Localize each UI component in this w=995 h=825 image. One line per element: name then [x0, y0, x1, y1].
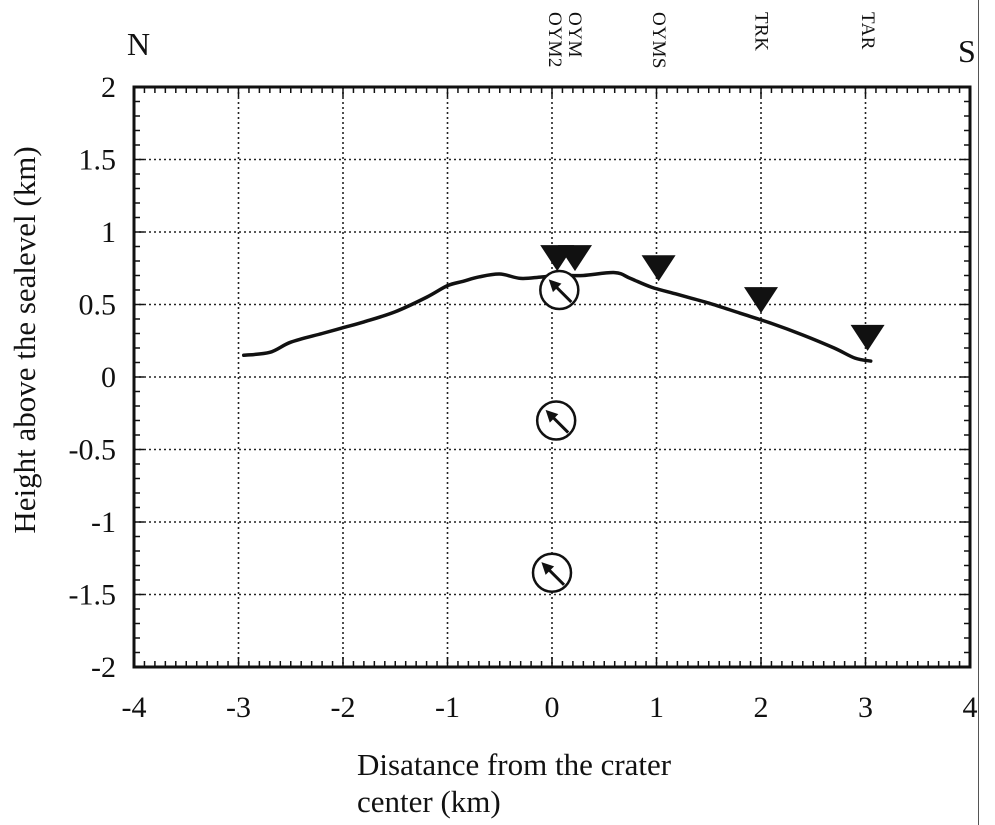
direction-north-label: N [127, 26, 150, 62]
station-label-oym: OYM [564, 12, 585, 58]
x-tick-label: -1 [435, 691, 460, 724]
x-tick-label: -3 [226, 691, 251, 724]
y-tick-label: -2 [91, 651, 116, 684]
station-marker-tar [850, 324, 885, 351]
station-label-tar: TAR [857, 12, 878, 50]
topography-line [241, 270, 873, 363]
x-axis-label-line-2: center (km) [357, 784, 501, 819]
station-marker-oym [557, 245, 592, 272]
y-tick-label: 0.5 [79, 289, 117, 322]
x-tick-label: -4 [122, 691, 147, 724]
x-tick-label: 3 [858, 691, 873, 724]
minor-ticks [133, 86, 971, 668]
source-arrow-head [541, 562, 555, 575]
station-label-oyms: OYMS [648, 12, 669, 69]
y-tick-label: 0 [101, 361, 116, 394]
direction-south-label: S [958, 33, 976, 69]
y-tick-label: -1.5 [69, 579, 117, 612]
x-tick-label: 1 [649, 691, 664, 724]
y-tick-labels: 2 1.5 1 0.5 0 -0.5 -1 -1.5 -2 [69, 71, 117, 684]
x-tick-label: 2 [754, 691, 769, 724]
y-tick-label: 1 [101, 216, 116, 249]
source-arrow-head [548, 279, 562, 293]
source-arrow-head [545, 409, 559, 423]
y-tick-label: -0.5 [69, 434, 117, 467]
y-tick-label: 2 [101, 71, 116, 104]
x-tick-label: 4 [963, 691, 978, 724]
x-tick-label: 0 [545, 691, 560, 724]
station-label-trk: TRK [751, 12, 772, 52]
page-edge-line [978, 0, 979, 825]
grid [134, 87, 970, 667]
station-marker-trk [744, 287, 778, 314]
y-tick-label: 1.5 [79, 144, 117, 177]
stations [540, 245, 885, 351]
x-axis-label-line-1: Disatance from the crater [357, 747, 672, 782]
x-tick-labels: -4 -3 -2 -1 0 1 2 3 4 [122, 691, 978, 724]
y-axis-label: Height above the sealevel (km) [7, 146, 42, 533]
x-tick-label: -2 [331, 691, 356, 724]
sources [531, 269, 580, 593]
station-label-oym2: OYM2 [544, 12, 565, 68]
y-tick-label: -1 [91, 506, 116, 539]
station-marker-oyms [641, 255, 676, 282]
